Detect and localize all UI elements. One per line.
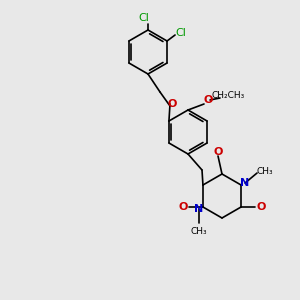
Text: N: N	[194, 204, 204, 214]
Text: CH₃: CH₃	[257, 167, 273, 176]
Text: CH₃: CH₃	[190, 226, 207, 236]
Text: O: O	[178, 202, 188, 212]
Text: CH₂CH₃: CH₂CH₃	[212, 92, 244, 100]
Text: O: O	[167, 99, 177, 109]
Text: Cl: Cl	[139, 13, 149, 23]
Text: Cl: Cl	[176, 28, 187, 38]
Text: O: O	[256, 202, 266, 212]
Text: O: O	[203, 95, 213, 105]
Text: N: N	[240, 178, 250, 188]
Text: O: O	[213, 147, 223, 157]
